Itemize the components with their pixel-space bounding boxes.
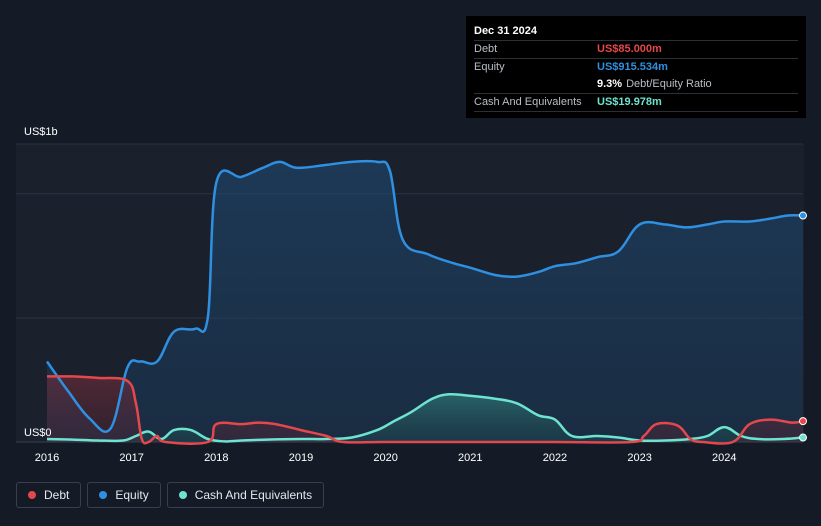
x-tick-2022: 2022 — [543, 452, 567, 464]
legend-item-equity[interactable]: Equity — [87, 482, 161, 508]
tooltip-ratio-value: 9.3% — [597, 78, 623, 90]
legend-cash-label: Cash And Equivalents — [194, 488, 313, 502]
x-axis-ticks: 2016 2017 2018 2019 2020 2021 2022 2023 2024 — [35, 452, 737, 464]
tooltip-panel: Dec 31 2024 Debt US$85.000m Equity US$91… — [466, 16, 806, 118]
x-tick-2017: 2017 — [119, 452, 143, 464]
equity-endpoint — [799, 211, 807, 220]
tooltip-debt-label: Debt — [474, 43, 498, 55]
legend-debt-label: Debt — [44, 488, 70, 502]
cash-endpoint — [799, 433, 807, 442]
tooltip-ratio-suffix: Debt/Equity Ratio — [626, 78, 712, 90]
x-tick-2021: 2021 — [458, 452, 482, 464]
y-axis-top-label: US$1b — [24, 126, 58, 138]
cash-area — [47, 394, 803, 442]
debt-area — [47, 376, 803, 444]
equity-dot-icon — [99, 491, 108, 499]
legend-item-debt[interactable]: Debt — [16, 482, 82, 508]
x-tick-2024: 2024 — [712, 452, 736, 464]
x-tick-2020: 2020 — [373, 452, 397, 464]
debt-endpoint — [799, 417, 807, 426]
legend-equity-label: Equity — [115, 488, 149, 502]
x-tick-2019: 2019 — [289, 452, 313, 464]
x-tick-2023: 2023 — [627, 452, 651, 464]
tooltip-debt-value: US$85.000m — [597, 43, 662, 55]
series-areas — [47, 161, 803, 444]
x-tick-2016: 2016 — [35, 452, 59, 464]
series-lines — [45, 159, 804, 445]
legend: Debt Equity Cash And Equivalents — [16, 482, 325, 510]
debt-dot-icon — [28, 491, 36, 499]
cash-line — [46, 392, 804, 443]
tooltip-cash-value: US$19.978m — [597, 96, 662, 108]
series-endpoints — [799, 211, 807, 442]
debt-line — [46, 375, 804, 445]
tooltip-date: Dec 31 2024 — [474, 25, 537, 37]
tooltip-equity-value: US$915.534m — [597, 61, 668, 73]
tooltip-row-equity: Equity US$915.534m — [474, 58, 798, 76]
tooltip-cash-label: Cash And Equivalents — [474, 96, 582, 108]
y-axis-bottom-label: US$0 — [24, 427, 52, 439]
equity-area — [47, 161, 803, 442]
tooltip-row-debt: Debt US$85.000m — [474, 40, 798, 58]
x-tick-2018: 2018 — [204, 452, 228, 464]
tooltip-ratio-label — [474, 76, 597, 93]
tooltip-equity-label: Equity — [474, 61, 505, 73]
tooltip-row-ratio: 9.3% Debt/Equity Ratio — [474, 76, 798, 93]
tooltip-row-cash: Cash And Equivalents US$19.978m — [474, 93, 798, 112]
legend-item-cash[interactable]: Cash And Equivalents — [166, 482, 325, 508]
equity-line — [45, 159, 804, 433]
cash-dot-icon — [178, 491, 187, 499]
